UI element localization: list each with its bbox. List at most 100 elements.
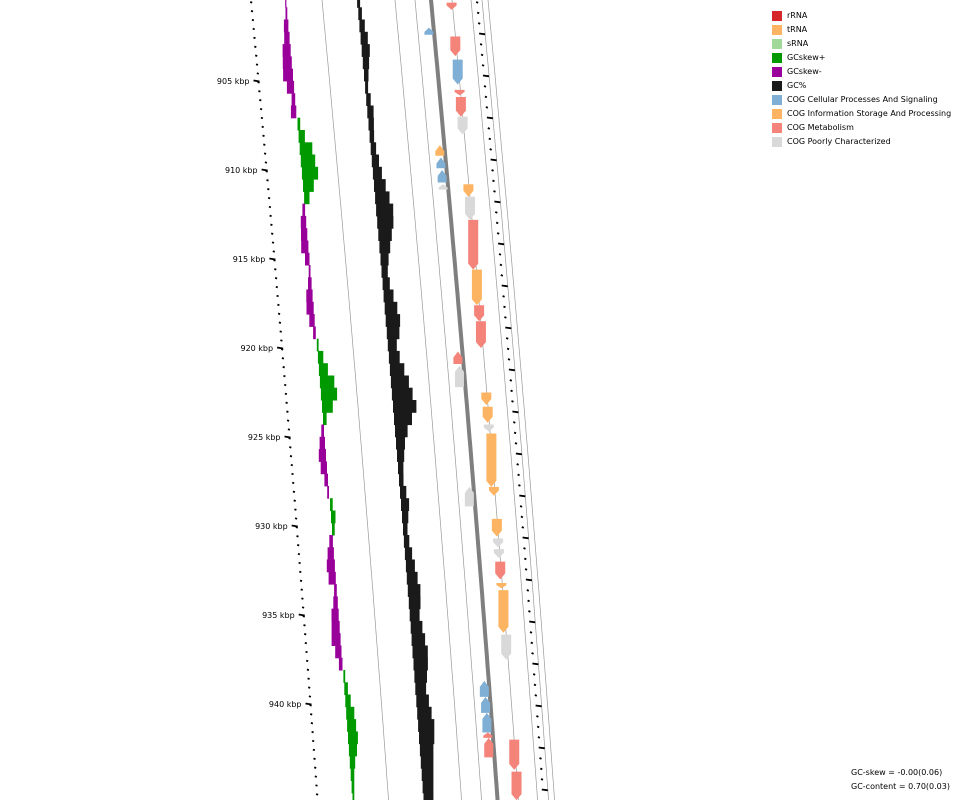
gc-content-bar [411, 633, 426, 646]
legend-item: COG Metabolism [772, 121, 951, 135]
gene-arrow [438, 184, 448, 190]
gc-content-bar [367, 105, 374, 119]
scale-major-tick [284, 435, 291, 439]
gc-content-bar [385, 314, 401, 327]
gc-content-bar [400, 485, 407, 499]
legend-item: GC% [772, 79, 951, 93]
scale-tick [309, 704, 312, 707]
scale-tick [313, 757, 316, 760]
legend-swatch [772, 53, 782, 63]
scale-tick [275, 285, 279, 289]
gene-arrow [454, 89, 465, 96]
scale-tick [279, 330, 282, 333]
gc-skew-bar [302, 203, 306, 217]
gene-arrow [493, 538, 504, 548]
gc-content-bar [357, 0, 361, 8]
outer-tick [503, 305, 506, 309]
gc-content-bar [361, 44, 370, 57]
gc-content-bar [417, 706, 432, 720]
outer-tick [486, 116, 494, 120]
outer-tick [512, 421, 516, 424]
outer-tick [483, 85, 487, 88]
gene-arrow [481, 392, 492, 405]
scale-tick [284, 392, 288, 396]
gc-skew-bar [332, 522, 335, 536]
scale-tick [299, 570, 302, 574]
ring-guide-line-4 [470, 0, 538, 800]
scale-tick [301, 597, 304, 600]
scale-tick [315, 784, 318, 787]
gc-skew-bar [338, 657, 343, 671]
scale-tick [303, 633, 307, 636]
gc-content-bar [412, 645, 428, 659]
scale-tick [264, 161, 268, 164]
kbp-label: 910 kbp [225, 166, 258, 175]
scale-tick [260, 116, 264, 120]
scale-tick [298, 561, 301, 565]
scale-tick [252, 27, 255, 31]
gc-content-bar [368, 117, 374, 131]
scale-major-tick [253, 79, 260, 83]
gc-skew-bar [346, 706, 355, 720]
outer-tick [495, 221, 499, 225]
gc-skew-bar [301, 228, 308, 241]
scale-tick [277, 312, 281, 315]
outer-tick [529, 620, 536, 624]
scale-tick [250, 10, 254, 13]
outer-tick [506, 347, 510, 351]
outer-tick [519, 494, 526, 498]
scale-major-tick [298, 613, 305, 617]
outer-tick [508, 368, 516, 372]
outer-tick [532, 662, 539, 666]
gc-content-bar [378, 228, 392, 241]
outer-tick [510, 389, 513, 393]
gc-skew-bar [305, 252, 310, 266]
outer-tick [522, 536, 529, 540]
gc-skew-bar [343, 670, 346, 683]
outer-tick [541, 788, 548, 792]
gc-content-bar [399, 473, 404, 487]
gc-content-bar [379, 240, 391, 254]
scale-tick [259, 99, 262, 102]
gc-content-bar [377, 215, 394, 229]
outer-tick [509, 379, 513, 382]
outer-tick [536, 725, 540, 729]
gc-skew-bar [320, 461, 327, 475]
scale-tick [283, 383, 287, 387]
gc-skew-bar [330, 498, 333, 511]
gc-content-bar [376, 203, 394, 217]
legend-label: COG Metabolism [787, 123, 854, 132]
scale-tick [306, 668, 310, 671]
legend-swatch [772, 123, 782, 133]
scale-tick [301, 606, 305, 609]
gc-content-bar [409, 608, 420, 622]
legend-label: GC% [787, 81, 807, 90]
genome-backbone [428, 0, 500, 800]
ring-guide-lines [321, 0, 555, 800]
gc-content-bar [423, 792, 434, 800]
scale-tick [305, 650, 308, 654]
gc-content-bar [413, 657, 428, 671]
outer-tick [519, 505, 523, 508]
gc-skew-bar [318, 363, 328, 376]
outer-tick [480, 53, 484, 57]
scale-tick [290, 463, 294, 467]
gc-content-bar [391, 387, 413, 401]
scale-tick [304, 641, 308, 645]
gene-arrow [463, 184, 474, 197]
gc-content-bar [419, 743, 434, 757]
gc-content-bar [388, 350, 400, 364]
outer-tick [498, 253, 502, 256]
legend-swatch [772, 81, 782, 91]
legend-label: rRNA [787, 11, 808, 20]
outer-tick [492, 179, 495, 183]
gene-arrow [479, 680, 489, 697]
legend-label: tRNA [787, 25, 808, 34]
legend-swatch [772, 67, 782, 77]
outer-tick [521, 526, 525, 529]
scale-tick [267, 196, 271, 200]
outer-tick [484, 95, 488, 99]
outer-tick [475, 1, 479, 4]
scale-tick [261, 125, 264, 129]
gene-arrow [483, 424, 494, 432]
